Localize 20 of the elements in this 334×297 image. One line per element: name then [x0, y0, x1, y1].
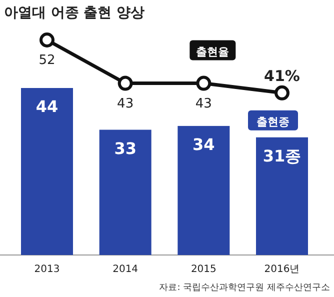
data-label: 43 — [195, 96, 212, 112]
bar — [99, 130, 152, 255]
text: 자료: 국립수산과학연구원 제주수산연구소 — [159, 283, 330, 293]
data-label: 33 — [114, 138, 136, 158]
x-tick-label: 2014 — [112, 264, 138, 275]
bar — [21, 88, 73, 255]
x-tick-label: 2015 — [190, 264, 216, 275]
data-label: 31종 — [262, 146, 302, 166]
bar — [256, 137, 308, 255]
bar — [178, 126, 230, 255]
data-label: 41% — [264, 66, 300, 85]
data-label: 52 — [38, 53, 56, 68]
series-label: 출현율 — [196, 45, 230, 58]
title: 아열대 어종 출현 양상 — [4, 5, 145, 21]
data-label: 44 — [36, 97, 58, 116]
data-label: 43 — [117, 96, 134, 112]
data-label: 34 — [192, 134, 215, 154]
x-tick-label: 2016년 — [264, 264, 300, 275]
x-tick-label: 2013 — [34, 264, 60, 275]
series-label: 출현종 — [256, 115, 290, 128]
